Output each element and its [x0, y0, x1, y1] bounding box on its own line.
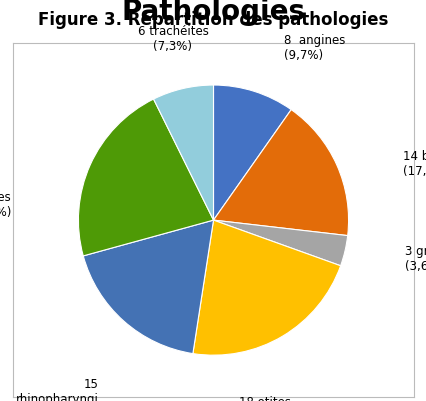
Wedge shape [213, 221, 347, 266]
Wedge shape [83, 221, 213, 354]
Text: 18 sinusites
(22%): 18 sinusites (22%) [0, 190, 11, 219]
Text: 8  angines
(9,7%): 8 angines (9,7%) [283, 34, 344, 62]
Wedge shape [213, 110, 348, 236]
Text: 18 otites
(22%): 18 otites (22%) [238, 395, 290, 401]
Text: Figure 3. Répartition des pathologies: Figure 3. Répartition des pathologies [38, 10, 388, 28]
Text: 6 trachéites
(7,3%): 6 trachéites (7,3%) [137, 25, 208, 53]
Text: 14 bronchites
(17,1%): 14 bronchites (17,1%) [402, 150, 426, 178]
Text: Pathologies: Pathologies [121, 0, 305, 26]
Wedge shape [193, 221, 340, 355]
Wedge shape [213, 86, 291, 221]
Text: 3 grippes
(3,6%): 3 grippes (3,6%) [404, 244, 426, 272]
Wedge shape [153, 86, 213, 221]
Text: 15
rhinopharyngi
tes (18,3%): 15 rhinopharyngi tes (18,3%) [16, 377, 98, 401]
Wedge shape [78, 100, 213, 256]
